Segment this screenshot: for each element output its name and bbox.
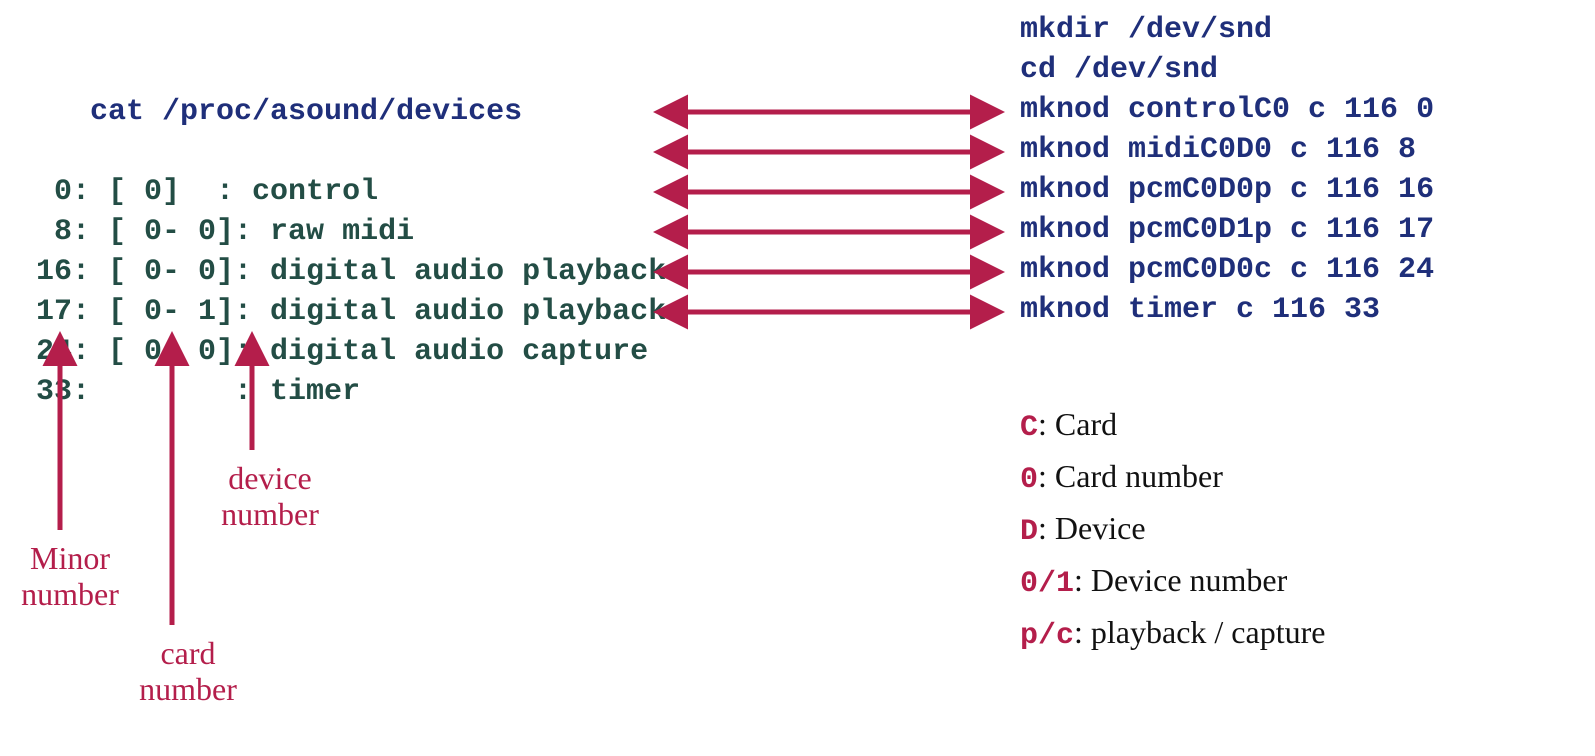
legend-row: 0/1: Device number (1020, 556, 1325, 608)
minor-number: 17: (18, 295, 108, 329)
label-minor-number: Minornumber (0, 540, 140, 612)
label-card-text: cardnumber (139, 635, 237, 707)
proc-row: 16: [ 0- 0]: digital audio playback (18, 252, 666, 292)
minor-number: 24: (18, 335, 108, 369)
label-card-number: cardnumber (108, 635, 268, 707)
legend-row: 0: Card number (1020, 452, 1325, 504)
legend-key: D (1020, 515, 1038, 549)
shell-line: cd /dev/snd (1020, 50, 1434, 90)
shell-line: mknod timer c 116 33 (1020, 290, 1434, 330)
legend-value: : Device (1038, 510, 1146, 546)
proc-row: 0: [ 0] : control (18, 172, 666, 212)
legend-value: : playback / capture (1074, 614, 1325, 650)
minor-number: 16: (18, 255, 108, 289)
row-desc: : raw midi (234, 215, 414, 249)
legend-key: 0 (1020, 463, 1038, 497)
cat-header: cat /proc/asound/devices (18, 52, 666, 172)
minor-number: 8: (18, 215, 108, 249)
legend-value: : Card (1038, 406, 1117, 442)
proc-row: 24: [ 0- 0]: digital audio capture (18, 332, 666, 372)
minor-number: 33: (18, 375, 108, 409)
legend-row: C: Card (1020, 400, 1325, 452)
row-desc: : digital audio capture (234, 335, 648, 369)
legend-key: 0/1 (1020, 567, 1074, 601)
shell-line: mknod controlC0 c 116 0 (1020, 90, 1434, 130)
bracket-card-device: [ 0- 0] (108, 335, 234, 369)
bracket-card-device: [ 0- 0] (108, 255, 234, 289)
shell-line: mknod pcmC0D0c c 116 24 (1020, 250, 1434, 290)
legend-value: : Card number (1038, 458, 1223, 494)
minor-number: 0: (18, 175, 108, 209)
bracket-card-device: [ 0- 0] (108, 215, 234, 249)
proc-row: 17: [ 0- 1]: digital audio playback (18, 292, 666, 332)
cat-header-text: cat /proc/asound/devices (90, 95, 522, 129)
label-device-number: devicenumber (190, 460, 350, 532)
legend-value: : Device number (1074, 562, 1287, 598)
bracket-card-device: [ 0- 1] (108, 295, 234, 329)
legend-row: p/c: playback / capture (1020, 608, 1325, 660)
proc-asound-block: cat /proc/asound/devices 0: [ 0] : contr… (18, 52, 666, 412)
legend-key: C (1020, 411, 1038, 445)
proc-row: 33: : timer (18, 372, 666, 412)
shell-line: mknod midiC0D0 c 116 8 (1020, 130, 1434, 170)
row-desc: : digital audio playback (234, 295, 666, 329)
row-desc: : digital audio playback (234, 255, 666, 289)
label-device-text: devicenumber (221, 460, 319, 532)
legend-block: C: Card0: Card numberD: Device0/1: Devic… (1020, 400, 1325, 660)
legend-row: D: Device (1020, 504, 1325, 556)
shell-line: mknod pcmC0D0p c 116 16 (1020, 170, 1434, 210)
row-desc: : control (216, 175, 378, 209)
bracket-card-device (108, 375, 234, 409)
shell-line: mknod pcmC0D1p c 116 17 (1020, 210, 1434, 250)
label-minor-text: Minornumber (21, 540, 119, 612)
shell-line: mkdir /dev/snd (1020, 10, 1434, 50)
legend-key: p/c (1020, 619, 1074, 653)
row-desc: : timer (234, 375, 360, 409)
mknod-block: mkdir /dev/sndcd /dev/sndmknod controlC0… (1020, 10, 1434, 330)
bracket-card-device: [ 0] (108, 175, 216, 209)
proc-row: 8: [ 0- 0]: raw midi (18, 212, 666, 252)
